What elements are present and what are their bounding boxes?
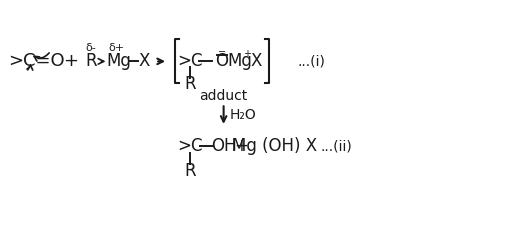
Text: +: + (63, 52, 78, 70)
Text: >C: >C (178, 52, 203, 70)
Text: X: X (250, 52, 262, 70)
Text: −: − (218, 47, 226, 57)
Text: Mg: Mg (107, 52, 132, 70)
FancyArrowPatch shape (34, 53, 49, 61)
Text: O: O (215, 52, 228, 70)
Text: R: R (184, 75, 196, 93)
Text: Mg: Mg (228, 52, 253, 70)
Text: OH: OH (211, 137, 236, 155)
FancyArrowPatch shape (27, 65, 33, 70)
Text: ...(i): ...(i) (298, 54, 325, 68)
Text: ...(ii): ...(ii) (320, 139, 352, 153)
Text: X: X (139, 52, 150, 70)
Text: >C=O: >C=O (8, 52, 64, 70)
Text: H₂O: H₂O (230, 108, 256, 122)
Text: +: + (234, 137, 248, 155)
Text: >C: >C (178, 137, 203, 155)
Text: adduct: adduct (199, 89, 248, 102)
Text: δ+: δ+ (108, 43, 124, 53)
Text: +: + (243, 49, 251, 59)
Text: R: R (184, 162, 196, 180)
Text: R: R (85, 52, 97, 70)
Text: δ-: δ- (85, 43, 96, 53)
Text: Mg (OH) X: Mg (OH) X (232, 137, 317, 155)
